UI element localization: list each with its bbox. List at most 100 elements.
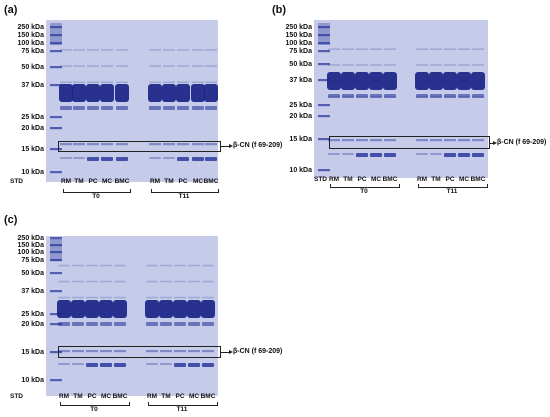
target-band [160, 350, 172, 353]
whey-band [370, 94, 382, 98]
group-label-t0: T0 [90, 406, 98, 413]
ladder-band [50, 290, 62, 293]
whey-band [116, 106, 128, 110]
marker-label: 100 kDa [285, 40, 312, 47]
marker-label: 50 kDa [21, 270, 44, 277]
faint-band [416, 48, 428, 50]
low-mw-band [146, 363, 158, 365]
marker-label: 15 kDa [21, 349, 44, 356]
whey-band [87, 106, 99, 110]
low-mw-band [58, 363, 70, 365]
faint-band [114, 264, 126, 267]
ladder-band [318, 169, 330, 172]
whey-band [192, 106, 204, 110]
gel-panel-a: (a) 250 kDa 150 kDa 100 kDa 75 kDa 50 kDa 37 … [0, 0, 282, 205]
gel-image [46, 236, 218, 396]
faint-band [114, 280, 126, 283]
faint-band [192, 81, 204, 84]
ladder-band [50, 26, 62, 29]
faint-band [160, 280, 172, 283]
low-mw-band [73, 157, 85, 159]
casein-band [59, 84, 73, 102]
lane-label: RM [146, 393, 158, 400]
lane-label: BMC [200, 393, 216, 400]
lane-label: PC [87, 393, 97, 400]
faint-band [72, 296, 84, 299]
faint-band [73, 49, 85, 51]
faint-band [101, 49, 113, 51]
target-band [60, 143, 72, 146]
low-mw-band [60, 157, 72, 159]
marker-label: 37 kDa [289, 77, 312, 84]
lane-label: MC [188, 393, 200, 400]
low-mw-band [356, 153, 368, 157]
low-mw-band [444, 153, 456, 157]
faint-band [205, 81, 217, 84]
lane-label: PC [88, 178, 98, 185]
lane-label-std: STD [314, 176, 327, 183]
lane-label: TM [73, 393, 83, 400]
marker-label: 25 kDa [21, 114, 44, 121]
ladder-smear [50, 239, 62, 261]
faint-band [101, 81, 113, 84]
casein-band [148, 84, 162, 102]
ladder-band [50, 127, 62, 130]
lane-label: RM [58, 393, 70, 400]
panel-letter: (b) [272, 4, 287, 16]
faint-band [202, 296, 214, 299]
ladder-band [318, 26, 330, 29]
group-bracket-t0 [60, 402, 130, 406]
faint-band [116, 81, 128, 84]
faint-band [101, 65, 113, 67]
low-mw-band [370, 153, 382, 157]
ladder-band [50, 34, 62, 37]
marker-label: 75 kDa [21, 257, 44, 264]
faint-band [342, 64, 354, 66]
target-band [416, 139, 428, 142]
ladder-band [318, 115, 330, 118]
casein-band [176, 84, 190, 102]
target-band [444, 139, 456, 142]
whey-band [356, 94, 368, 98]
whey-band [114, 322, 126, 326]
target-band [86, 350, 98, 353]
whey-band [328, 94, 340, 98]
faint-band [472, 64, 484, 66]
gel-image [314, 20, 488, 178]
faint-band [149, 65, 161, 67]
marker-label: 250 kDa [17, 24, 44, 31]
gel-panel-c: (c) 250 kDa 150 kDa 100 kDa 75 kDa 50 kDa 37 … [0, 210, 282, 417]
faint-band [192, 65, 204, 67]
faint-band [73, 81, 85, 84]
lane-label: TM [164, 178, 174, 185]
whey-band [163, 106, 175, 110]
low-mw-band [86, 363, 98, 367]
faint-band [458, 48, 470, 50]
faint-band [188, 264, 200, 267]
target-band [146, 350, 158, 353]
faint-band [430, 64, 442, 66]
faint-band [444, 48, 456, 50]
whey-band [149, 106, 161, 110]
marker-label: 150 kDa [285, 32, 312, 39]
whey-band [146, 322, 158, 326]
whey-band [472, 94, 484, 98]
casein-band [159, 300, 173, 318]
whey-band [458, 94, 470, 98]
ladder-band [50, 244, 62, 247]
ladder-band [318, 104, 330, 107]
gel-panel-b: (b) 250 kDa 150 kDa 100 kDa 75 kDa 50 kDa 37 … [270, 0, 550, 205]
low-mw-band [72, 363, 84, 365]
low-mw-band [342, 153, 354, 155]
marker-label: 37 kDa [21, 82, 44, 89]
group-bracket-t0 [63, 189, 131, 193]
marker-label: 75 kDa [289, 48, 312, 55]
group-bracket-t0 [330, 184, 400, 188]
casein-band [162, 84, 176, 102]
gel-bands [50, 23, 218, 174]
lane-label: TM [161, 393, 171, 400]
whey-band [202, 322, 214, 326]
low-mw-band [458, 153, 470, 157]
whey-band [342, 94, 354, 98]
whey-band [384, 94, 396, 98]
